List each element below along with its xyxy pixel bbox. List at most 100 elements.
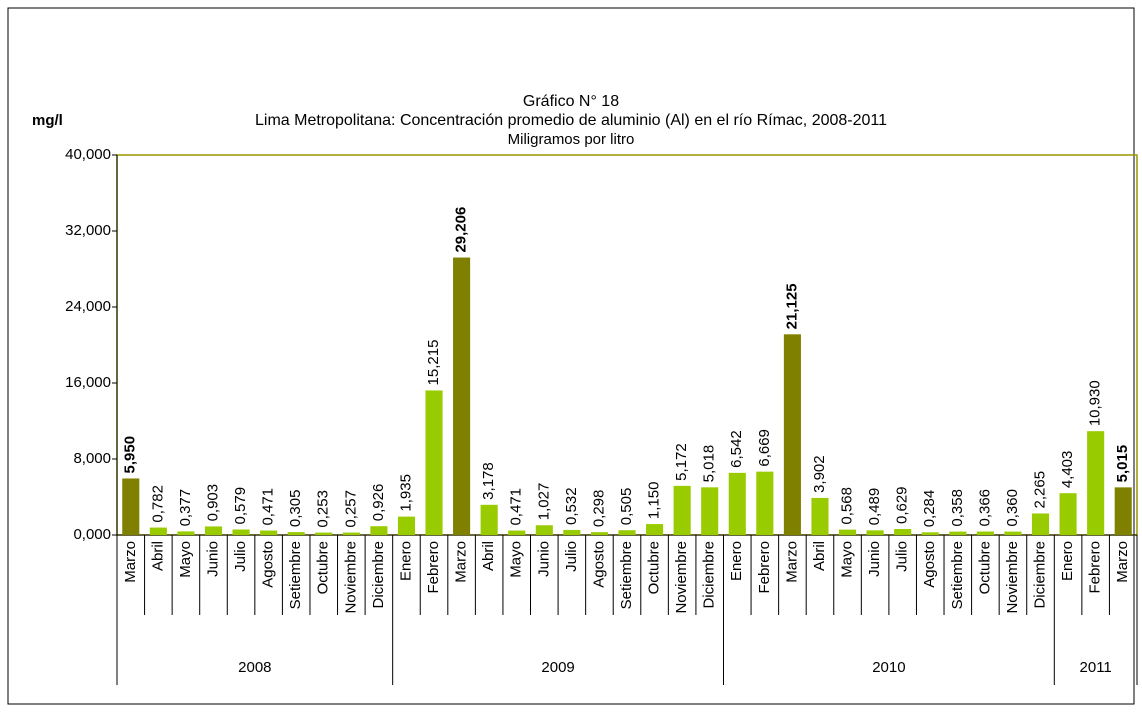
value-label: 1,027 [535,483,552,521]
x-tick-label: Marzo [1114,541,1131,583]
x-tick-label: Enero [397,541,414,581]
x-tick-label: Noviembre [1004,541,1021,614]
unit-note: Miligramos por litro [508,131,635,148]
value-label: 0,471 [260,488,277,526]
value-label: 3,902 [811,455,828,493]
y-tick-label: 32,000 [65,222,111,239]
bar [728,472,746,535]
value-label: 0,629 [894,486,911,524]
value-label: 5,015 [1114,445,1131,483]
x-tick-label: Mayo [839,541,856,578]
x-tick-label: Setiembre [287,541,304,609]
value-label: 6,669 [756,429,773,467]
value-label: 21,125 [783,283,800,329]
value-label: 0,471 [508,488,525,526]
value-label: 15,215 [425,340,442,386]
value-label: 0,568 [839,487,856,525]
x-tick-label: Diciembre [370,541,387,609]
value-label: 0,926 [370,484,387,522]
bar [618,530,636,535]
bar [232,529,250,535]
x-tick-label: Junio [866,541,883,577]
x-tick-label: Noviembre [673,541,690,614]
bar [287,532,305,535]
bar [673,485,691,535]
value-label: 4,403 [1059,451,1076,489]
x-tick-label: Julio [894,541,911,572]
bar [866,530,884,535]
x-tick-label: Marzo [783,541,800,583]
x-tick-label: Marzo [122,541,139,583]
bar [949,531,967,535]
x-tick-label: Octubre [315,541,332,594]
value-label: 29,206 [453,207,470,253]
bar [397,516,416,535]
value-label: 5,018 [701,445,718,483]
x-tick-label: Agosto [921,541,938,588]
bar [1004,531,1022,535]
x-tick-label: Junio [204,541,221,577]
bar [342,532,360,535]
x-tick-label: Diciembre [1031,541,1048,609]
value-label: 1,150 [646,482,663,520]
chart-title: Gráfico N° 18 [523,93,619,110]
x-tick-label: Agosto [590,541,607,588]
value-label: 0,284 [921,490,938,528]
x-tick-label: Enero [1059,541,1076,581]
value-label: 0,782 [149,485,166,523]
x-tick-label: Abril [149,541,166,571]
x-tick-label: Octubre [646,541,663,594]
y-tick-label: 0,000 [73,526,111,543]
value-label: 0,360 [1004,489,1021,527]
value-label: 0,505 [618,488,635,526]
bar [976,531,994,535]
x-tick-label: Julio [563,541,580,572]
x-tick-label: Julio [232,541,249,572]
value-label: 0,253 [315,490,332,528]
x-tick-label: Febrero [1087,541,1104,594]
group-label: 2011 [1080,659,1112,676]
x-tick-label: Marzo [453,541,470,583]
group-label: 2010 [872,659,905,676]
group-label: 2008 [238,659,271,676]
value-label: 6,542 [728,430,745,468]
bar [756,471,774,535]
bar [894,529,912,535]
x-tick-label: Junio [535,541,552,577]
group-label: 2009 [541,659,574,676]
bar [811,497,829,535]
bar [701,487,719,535]
x-tick-label: Enero [728,541,745,581]
bar [838,529,857,535]
value-label: 0,298 [590,490,607,528]
value-label: 0,903 [204,484,221,522]
value-label: 0,579 [232,487,249,525]
value-label: 0,257 [342,490,359,528]
bar [646,524,664,535]
value-label: 0,532 [563,487,580,525]
x-tick-label: Setiembre [949,541,966,609]
chart-frame [7,7,1135,705]
x-tick-label: Diciembre [701,541,718,609]
bar [783,334,801,535]
x-tick-label: Setiembre [618,541,635,609]
bar [1031,513,1050,535]
y-tick-label: 24,000 [65,298,111,315]
value-label: 5,172 [673,443,690,481]
bar [1087,431,1105,535]
x-tick-label: Abril [480,541,497,571]
bar [1114,487,1132,535]
bar [425,390,443,535]
bar [453,257,471,535]
value-label: 2,265 [1031,471,1048,509]
value-label: 0,358 [949,489,966,527]
bar [370,526,388,535]
chart-subtitle: Lima Metropolitana: Concentración promed… [255,112,887,129]
value-label: 0,377 [177,489,194,527]
y-tick-label: 16,000 [65,374,111,391]
bar [921,532,939,535]
x-tick-label: Agosto [260,541,277,588]
bar [149,527,167,535]
x-tick-label: Mayo [177,541,194,578]
bar [508,530,526,535]
